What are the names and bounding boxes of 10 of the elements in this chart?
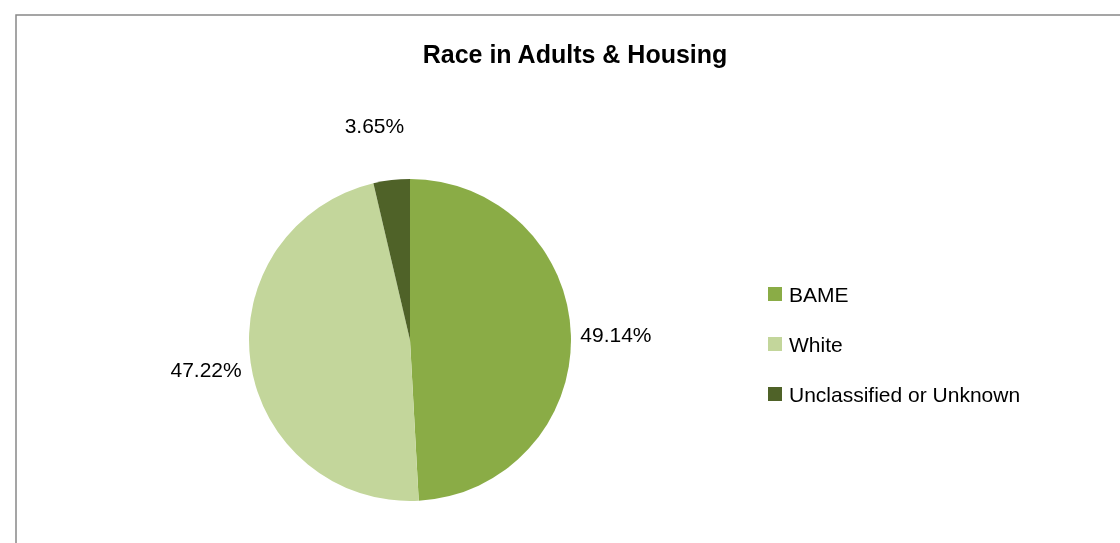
data-label: 49.14%: [580, 322, 652, 346]
pie-slice: [410, 179, 571, 501]
data-label: 3.65%: [344, 113, 405, 137]
pie-slice: [249, 183, 419, 501]
chart-title: Race in Adults & Housing: [422, 40, 728, 68]
legend-label: Unclassified or Unknown: [789, 382, 1021, 406]
legend-label: White: [789, 332, 843, 356]
legend-label: BAME: [789, 282, 849, 306]
data-label: 47.22%: [170, 357, 242, 381]
pie-slice: [373, 179, 410, 340]
